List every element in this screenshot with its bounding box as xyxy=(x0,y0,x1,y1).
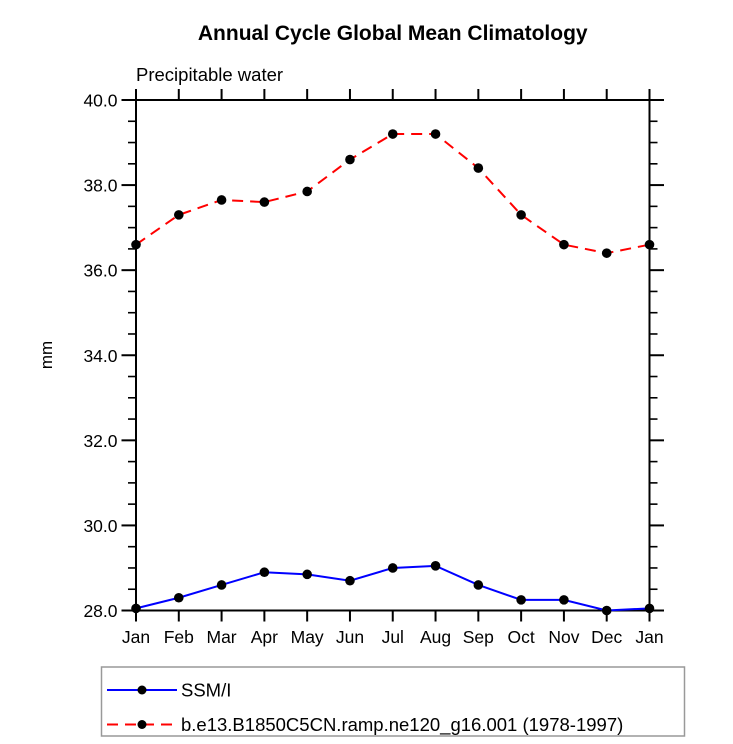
y-tick-label: 38.0 xyxy=(83,176,117,196)
series-marker xyxy=(131,239,141,250)
x-tick-label: Oct xyxy=(508,627,535,647)
x-tick-label: Sep xyxy=(463,627,494,647)
x-tick-label: Apr xyxy=(251,627,278,647)
legend-entry-label: SSM/I xyxy=(181,680,231,701)
series-marker xyxy=(216,195,227,205)
y-tick-label: 36.0 xyxy=(83,261,117,281)
x-tick-label: Aug xyxy=(420,627,451,647)
series-marker xyxy=(173,210,184,220)
chart-subtitle: Precipitable water xyxy=(136,64,283,85)
y-tick-label: 30.0 xyxy=(83,516,117,536)
series-marker xyxy=(644,603,655,614)
plot-frame xyxy=(135,99,651,612)
x-tick-label: Jun xyxy=(336,627,364,647)
legend-entry-marker xyxy=(137,720,147,729)
y-tick-label: 34.0 xyxy=(83,346,117,366)
series-marker xyxy=(516,595,526,605)
series-marker xyxy=(302,569,312,580)
series-line-1 xyxy=(135,133,650,255)
series-marker xyxy=(259,197,270,207)
x-tick-label: Nov xyxy=(548,627,579,647)
series-marker xyxy=(387,563,398,573)
series-marker xyxy=(173,592,184,603)
x-tick-label: Jan xyxy=(635,627,663,647)
series-marker xyxy=(601,248,612,258)
series-marker xyxy=(131,603,141,614)
series-marker xyxy=(387,129,398,139)
legend-entry-label: b.e13.B1850C5CN.ramp.ne120_g16.001 (1978… xyxy=(181,714,623,736)
legend-entry-marker xyxy=(137,685,147,695)
x-tick-label: Jan xyxy=(122,627,150,647)
series-marker xyxy=(345,154,355,165)
series-marker xyxy=(430,561,441,571)
y-tick-label: 28.0 xyxy=(83,601,117,621)
series-marker xyxy=(430,129,441,139)
x-tick-label: Jul xyxy=(382,627,404,647)
series-marker xyxy=(302,186,312,197)
series-marker xyxy=(473,163,484,173)
y-axis-label: mm xyxy=(37,341,56,369)
x-tick-label: Feb xyxy=(164,627,194,647)
series-marker xyxy=(644,239,655,250)
y-tick-label: 40.0 xyxy=(83,91,117,111)
series-marker xyxy=(259,567,270,578)
y-tick-label: 32.0 xyxy=(83,431,117,451)
x-tick-label: Dec xyxy=(591,627,622,647)
series-marker xyxy=(516,210,526,220)
x-tick-label: May xyxy=(291,627,324,647)
series-marker xyxy=(345,575,355,586)
series-marker xyxy=(559,239,569,250)
series-marker xyxy=(601,605,612,616)
series-marker xyxy=(216,580,227,590)
chart-title: Annual Cycle Global Mean Climatology xyxy=(198,22,588,45)
x-tick-label: Mar xyxy=(207,627,237,647)
series-marker xyxy=(473,580,484,590)
series-marker xyxy=(559,595,569,605)
legend-box xyxy=(100,666,686,737)
